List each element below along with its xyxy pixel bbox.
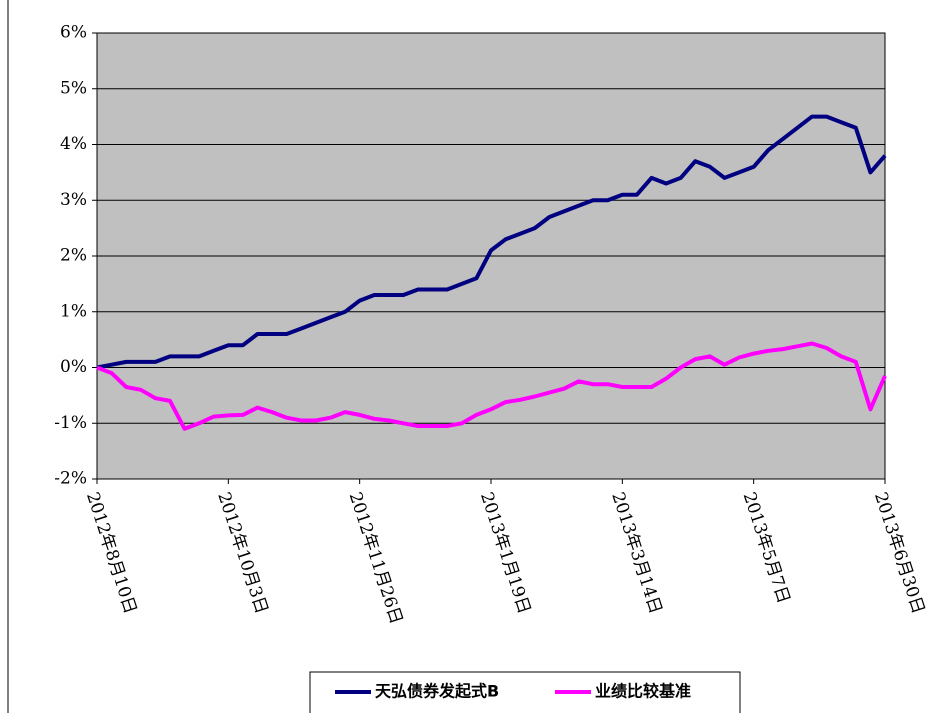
y-tick-label: 2% — [60, 246, 87, 266]
y-tick-label: -2% — [54, 469, 87, 489]
y-tick-label: 6% — [60, 23, 87, 43]
x-tick-label: 2013年1月19日 — [476, 490, 534, 617]
legend-label: 天弘债券发起式B — [375, 682, 499, 701]
y-tick-label: 5% — [60, 78, 87, 98]
legend-box — [309, 671, 741, 713]
y-tick-label: 4% — [60, 134, 87, 154]
x-tick-label: 2012年10月3日 — [213, 490, 271, 617]
legend-label: 业绩比较基准 — [595, 682, 691, 701]
series-line — [96, 114, 887, 370]
y-tick-label: -1% — [54, 413, 87, 433]
x-tick-label: 2012年8月10日 — [82, 490, 140, 617]
y-tick-label: 1% — [60, 301, 87, 321]
x-tick-label: 2012年11月26日 — [345, 490, 407, 627]
x-tick-label: 2013年3月14日 — [607, 490, 665, 617]
y-tick-label: 0% — [60, 357, 87, 377]
series-line — [96, 341, 887, 431]
x-tick-label: 2013年6月30日 — [870, 490, 928, 617]
y-tick-label: 3% — [60, 190, 87, 210]
x-tick-label: 2013年5月7日 — [739, 490, 794, 606]
